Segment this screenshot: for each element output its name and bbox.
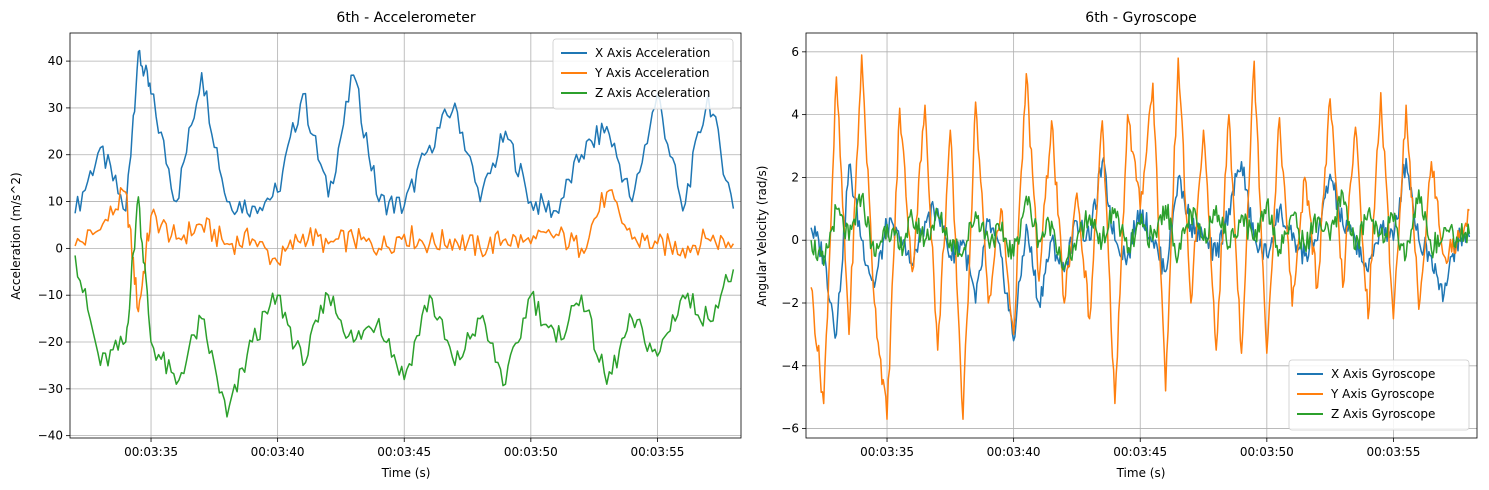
y-tick-label: 6 (791, 45, 799, 59)
chart-title: 6th - Accelerometer (336, 10, 475, 26)
y-tick-label: 4 (791, 108, 799, 122)
x-tick-label: 00:03:35 (860, 445, 914, 459)
gyroscope-chart: 6th - Gyroscope 00:03:35 00:03:40 00:03:45… (755, 10, 1478, 480)
y-axis-label: Acceleration (m/s^2) (9, 172, 23, 299)
x-tick-label: 00:03:50 (504, 445, 558, 459)
accelerometer-chart: 6th - Accelerometer 00:03:35 00:03:40 00:0… (9, 10, 742, 480)
y-tick-label: 2 (791, 170, 799, 184)
x-tick-label: 00:03:55 (1366, 445, 1420, 459)
y-tick-label: −20 (38, 335, 63, 349)
axes-frame (69, 32, 742, 439)
legend-box (1288, 359, 1470, 431)
x-axis-label: Time (s) (1116, 466, 1166, 480)
y-tick-label: 40 (48, 54, 63, 68)
y-tick-label: −6 (781, 422, 799, 436)
y-tick-label: −10 (38, 288, 63, 302)
legend-label: Y Axis Acceleration (594, 66, 709, 80)
legend-label: Z Axis Gyroscope (1331, 407, 1435, 421)
y-tick-label: 30 (48, 101, 63, 115)
series-line (74, 196, 735, 418)
plot-frame (69, 32, 742, 439)
legend-label: Z Axis Acceleration (595, 86, 710, 100)
chart-title: 6th - Gyroscope (1085, 10, 1196, 26)
x-tick-label: 00:03:45 (377, 445, 431, 459)
series-lines (74, 49, 735, 418)
legend: X Axis Gyroscope Y Axis Gyroscope Z Axis G… (1288, 359, 1470, 431)
axis-ticks: 00:03:35 00:03:40 00:03:45 00:03:50 00:03:55… (781, 45, 1420, 459)
x-tick-label: 00:03:40 (987, 445, 1041, 459)
plot-frame (805, 32, 1478, 439)
legend-box (552, 38, 734, 110)
legend-label: X Axis Acceleration (595, 46, 710, 60)
y-tick-label: 0 (55, 241, 63, 255)
legend: X Axis Acceleration Y Axis Acceleration Z … (552, 38, 734, 110)
y-axis-label: Angular Velocity (rad/s) (755, 166, 769, 307)
legend-label: X Axis Gyroscope (1331, 367, 1435, 381)
series-line (74, 187, 735, 313)
series-line (810, 54, 1470, 420)
x-tick-label: 00:03:45 (1113, 445, 1167, 459)
legend-label: Y Axis Gyroscope (1330, 387, 1434, 401)
axis-ticks: 00:03:35 00:03:40 00:03:45 00:03:50 00:03:55… (38, 54, 685, 459)
y-tick-label: −4 (781, 359, 799, 373)
x-tick-label: 00:03:40 (251, 445, 305, 459)
series-line (74, 49, 735, 219)
y-tick-label: −2 (781, 296, 799, 310)
axes-frame (805, 32, 1478, 439)
series-lines (810, 54, 1471, 420)
x-tick-label: 00:03:50 (1240, 445, 1294, 459)
series-line (810, 189, 1471, 271)
y-tick-label: 20 (48, 148, 63, 162)
y-tick-label: −40 (38, 429, 63, 443)
y-tick-label: 10 (48, 195, 63, 209)
x-axis-label: Time (s) (381, 466, 431, 480)
y-tick-label: 0 (791, 233, 799, 247)
y-tick-label: −30 (38, 382, 63, 396)
x-tick-label: 00:03:55 (630, 445, 684, 459)
x-tick-label: 00:03:35 (124, 445, 178, 459)
